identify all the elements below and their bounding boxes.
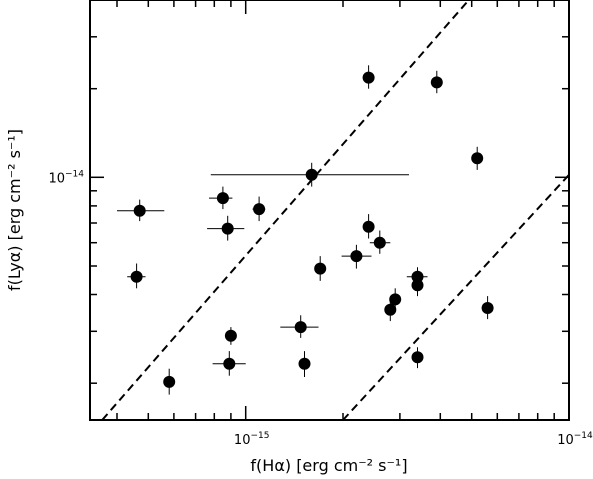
point-marker: [225, 330, 237, 342]
dashed-line-2: [343, 175, 569, 420]
point-marker: [223, 358, 235, 370]
data-point-12: [314, 256, 326, 281]
point-marker: [389, 293, 401, 305]
data-point-23: [412, 347, 424, 368]
point-marker: [253, 203, 265, 215]
data-point-1: [117, 200, 164, 222]
plot-frame: [90, 0, 569, 420]
data-point-10: [280, 315, 318, 338]
axis-ticks: [90, 0, 569, 420]
x-tick-label: 10−14: [557, 431, 593, 448]
data-point-16: [363, 65, 375, 88]
data-point-11: [299, 351, 311, 377]
data-point-17: [431, 71, 443, 93]
point-marker: [482, 302, 494, 314]
y-tick-label: 10−14: [48, 169, 84, 186]
point-marker: [222, 223, 234, 235]
point-marker: [163, 376, 175, 388]
data-point-3: [163, 369, 175, 395]
point-marker: [314, 263, 326, 275]
data-point-18: [471, 147, 483, 170]
point-marker: [412, 351, 424, 363]
x-axis-title: f(Hα) [erg cm⁻² s⁻¹]: [250, 456, 407, 475]
data-point-13: [342, 245, 372, 269]
data-points-layer: [117, 65, 494, 394]
data-point-24: [482, 296, 494, 319]
data-point-9: [213, 351, 246, 376]
point-marker: [306, 169, 318, 181]
x-tick-label: 10−15: [234, 431, 270, 448]
data-point-14: [363, 214, 375, 238]
point-marker: [134, 205, 146, 217]
data-point-5: [207, 216, 244, 241]
point-marker: [363, 221, 375, 233]
point-marker: [374, 237, 386, 249]
point-marker: [217, 192, 229, 204]
point-marker: [131, 271, 143, 283]
point-marker: [471, 152, 483, 164]
data-point-6: [253, 197, 266, 222]
point-marker: [384, 304, 396, 316]
point-marker: [295, 321, 307, 333]
data-point-2: [127, 264, 145, 289]
point-marker: [363, 72, 375, 84]
point-marker: [412, 279, 424, 291]
y-axis-title: f(Lyα) [erg cm⁻² s⁻¹]: [5, 129, 24, 291]
point-marker: [350, 250, 362, 262]
data-point-8: [225, 327, 237, 345]
data-point-15: [370, 231, 391, 254]
data-point-4: [209, 187, 232, 210]
point-marker: [299, 358, 311, 370]
dashed-lines-layer: [102, 0, 569, 420]
point-marker: [431, 76, 443, 88]
